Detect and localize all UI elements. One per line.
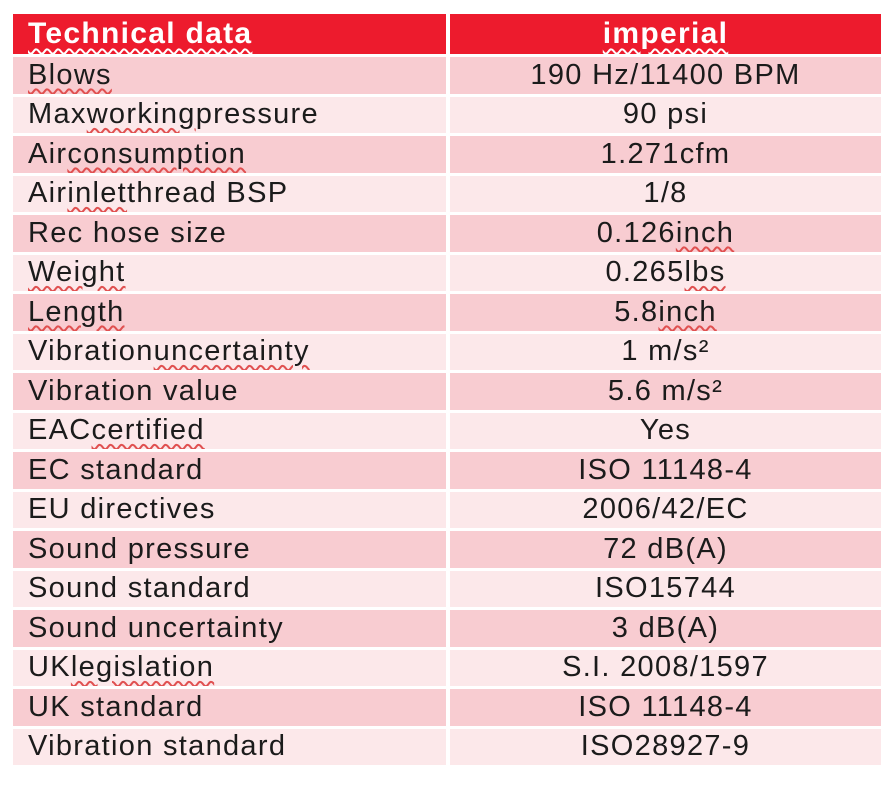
spec-value: S.I. 2008/1597 bbox=[450, 649, 881, 686]
squiggled-word: consumption bbox=[67, 137, 247, 170]
spec-value: ISO28927-9 bbox=[450, 728, 881, 765]
spec-label: Sound uncertainty bbox=[13, 610, 446, 647]
table-row: Vibration standard ISO28927-9 bbox=[13, 728, 881, 765]
spec-value: 72 dB(A) bbox=[450, 531, 881, 568]
table-row: Sound standard ISO15744 bbox=[13, 570, 881, 607]
squiggled-word: inch bbox=[658, 295, 717, 328]
spec-value: 0.126 inch bbox=[450, 215, 881, 252]
spec-label: Sound standard bbox=[13, 570, 446, 607]
technical-data-table: Technical data imperial Blows 190 Hz/1140… bbox=[13, 14, 881, 765]
squiggled-word: working bbox=[86, 98, 196, 131]
spec-label: Air consumption bbox=[13, 136, 446, 173]
spec-label: Vibration uncertainty bbox=[13, 333, 446, 370]
spec-label: Air inlet thread BSP bbox=[13, 175, 446, 212]
header-cell-technical-data: Technical data bbox=[13, 14, 446, 54]
spec-label: Vibration value bbox=[13, 373, 446, 410]
spec-value: ISO15744 bbox=[450, 570, 881, 607]
spec-value: 2006/42/EC bbox=[450, 491, 881, 528]
spec-label: Vibration standard bbox=[13, 728, 446, 765]
table-row: Blows 190 Hz/11400 BPM bbox=[13, 57, 881, 94]
spec-value: Yes bbox=[450, 412, 881, 449]
header-title: Technical data bbox=[28, 17, 253, 50]
spec-value: 190 Hz/11400 BPM bbox=[450, 57, 881, 94]
header-unit-system: imperial bbox=[602, 17, 729, 50]
table-row: EU directives 2006/42/EC bbox=[13, 491, 881, 528]
spec-value: ISO 11148-4 bbox=[450, 689, 881, 726]
table-row: Length 5.8 inch bbox=[13, 294, 881, 331]
table-row: Sound pressure 72 dB(A) bbox=[13, 531, 881, 568]
spec-value: 1.271cfm bbox=[450, 136, 881, 173]
table-row: EC standard ISO 11148-4 bbox=[13, 452, 881, 489]
spec-label: Blows bbox=[13, 57, 446, 94]
squiggled-word: lbs bbox=[684, 256, 726, 289]
spec-value: 5.8 inch bbox=[450, 294, 881, 331]
table-row: Vibration value 5.6 m/s² bbox=[13, 373, 881, 410]
squiggled-word: Weight bbox=[28, 256, 126, 289]
spec-label: Weight bbox=[13, 254, 446, 291]
table-body: Blows 190 Hz/11400 BPM Max working pressur… bbox=[13, 57, 881, 765]
table-row: Sound uncertainty 3 dB(A) bbox=[13, 610, 881, 647]
squiggled-word: uncertainty bbox=[153, 335, 310, 368]
spec-label: EU directives bbox=[13, 491, 446, 528]
spec-label: Rec hose size bbox=[13, 215, 446, 252]
squiggled-word: Length bbox=[28, 295, 125, 328]
squiggled-word: certified bbox=[91, 414, 205, 447]
spec-value: 90 psi bbox=[450, 96, 881, 133]
spec-label: UK legislation bbox=[13, 649, 446, 686]
spec-label: UK standard bbox=[13, 689, 446, 726]
spec-label: EC standard bbox=[13, 452, 446, 489]
table-row: Vibration uncertainty 1 m/s² bbox=[13, 333, 881, 370]
spec-label: Length bbox=[13, 294, 446, 331]
spec-value: 1/8 bbox=[450, 175, 881, 212]
squiggled-word: inlet bbox=[67, 177, 128, 210]
header-cell-imperial: imperial bbox=[450, 14, 881, 54]
table-row: Max working pressure 90 psi bbox=[13, 96, 881, 133]
spec-label: Max working pressure bbox=[13, 96, 446, 133]
table-row: Air inlet thread BSP 1/8 bbox=[13, 175, 881, 212]
squiggled-word: inch bbox=[675, 216, 735, 249]
table-row: UK standard ISO 11148-4 bbox=[13, 689, 881, 726]
table-header-row: Technical data imperial bbox=[13, 14, 881, 54]
table-row: Air consumption 1.271cfm bbox=[13, 136, 881, 173]
squiggled-word: legislation bbox=[70, 651, 215, 684]
spec-value: 1 m/s² bbox=[450, 333, 881, 370]
spec-value: ISO 11148-4 bbox=[450, 452, 881, 489]
spec-value: 3 dB(A) bbox=[450, 610, 881, 647]
table-row: UK legislation S.I. 2008/1597 bbox=[13, 649, 881, 686]
spec-label: Sound pressure bbox=[13, 531, 446, 568]
spec-label: EAC certified bbox=[13, 412, 446, 449]
table-row: Weight 0.265 lbs bbox=[13, 254, 881, 291]
table-row: Rec hose size 0.126 inch bbox=[13, 215, 881, 252]
squiggled-word: Blows bbox=[28, 58, 112, 91]
spec-value: 0.265 lbs bbox=[450, 254, 881, 291]
spec-value: 5.6 m/s² bbox=[450, 373, 881, 410]
table-row: EAC certified Yes bbox=[13, 412, 881, 449]
